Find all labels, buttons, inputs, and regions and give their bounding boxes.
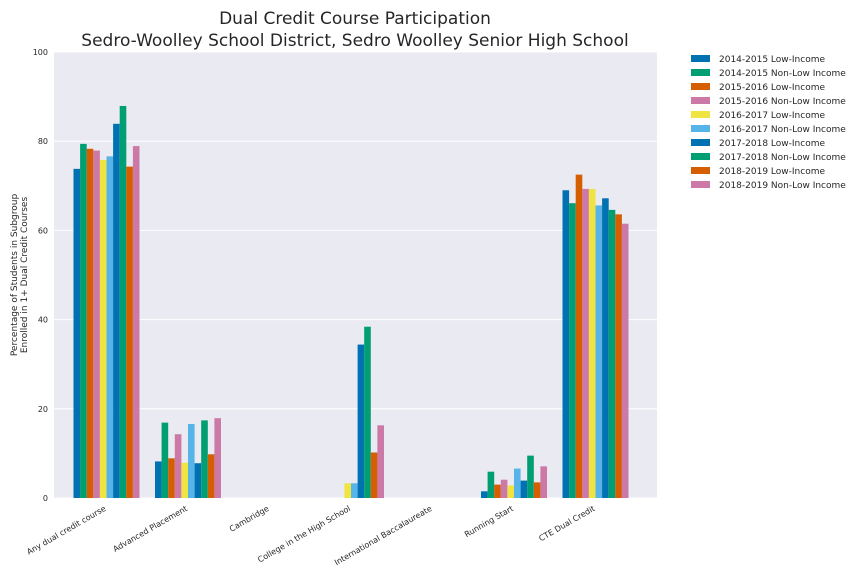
bar (500, 479, 508, 498)
bar (569, 203, 576, 498)
legend-entry: 2015-2016 Low-Income (719, 83, 825, 93)
bar (514, 468, 521, 498)
bar (507, 485, 514, 498)
bar (161, 422, 169, 498)
legend-swatch (691, 181, 710, 188)
bar (487, 471, 495, 498)
bar (344, 483, 351, 498)
bar (357, 344, 365, 498)
gridlines (54, 51, 657, 499)
bar (602, 198, 609, 498)
y-tick-label: 20 (38, 405, 48, 414)
bar (562, 190, 570, 498)
bar (181, 462, 188, 498)
legend-entry: 2018-2019 Low-Income (719, 167, 825, 177)
legend-swatch (691, 167, 710, 174)
bar (174, 434, 182, 498)
legend-swatch (691, 97, 710, 104)
bar (575, 174, 583, 498)
bar (80, 143, 87, 498)
chart-title-line-2: Sedro-Woolley School District, Sedro Woo… (81, 31, 628, 51)
bar (93, 150, 100, 499)
bar (126, 166, 133, 498)
bar (194, 463, 202, 498)
bar (188, 423, 195, 498)
bar (214, 418, 221, 498)
bar (364, 326, 371, 498)
y-tick-label: 60 (38, 226, 48, 235)
bar (588, 188, 596, 498)
legend-entry: 2016-2017 Non-Low Income (719, 125, 846, 135)
bar (113, 123, 120, 498)
x-tick-label: CTE Dual Credit (537, 504, 596, 543)
bar (351, 483, 358, 498)
bar (168, 458, 175, 498)
bar (132, 146, 140, 498)
legend-entry: 2017-2018 Non-Low Income (719, 153, 846, 163)
bar (377, 425, 384, 498)
bar (621, 223, 629, 498)
legend-swatch (691, 139, 710, 146)
legend-swatch (691, 153, 710, 160)
x-tick-label: College in the High School (256, 504, 352, 564)
chart-title-line-1: Dual Credit Course Participation (219, 9, 491, 29)
legend-entry: 2016-2017 Low-Income (719, 111, 825, 121)
bar (481, 491, 488, 498)
bar (99, 159, 107, 498)
bar (155, 461, 162, 498)
legend-swatch (691, 69, 710, 76)
bar (86, 148, 94, 499)
bar (370, 452, 378, 498)
bar (608, 209, 616, 498)
bar (106, 156, 114, 498)
plot-area (54, 52, 657, 498)
bar (595, 205, 603, 498)
legend-swatch (691, 83, 710, 90)
bar (582, 188, 589, 498)
bar (494, 484, 501, 498)
x-tick-label: Any dual credit course (25, 504, 107, 557)
y-axis-label-line-2: Enrolled in 1+ Dual Credit Courses (20, 197, 30, 354)
bar (615, 214, 622, 498)
bar (73, 168, 81, 499)
legend-swatch (691, 55, 710, 62)
x-tick-label: Running Start (463, 504, 515, 539)
y-axis-ticks: 0 20 40 60 80 100 (33, 48, 48, 503)
y-axis-label-line-1: Percentage of Students in Subgroup (10, 194, 20, 357)
bar (520, 480, 528, 498)
x-tick-label: Cambridge (228, 504, 271, 534)
bar (207, 454, 215, 498)
legend-swatch (691, 125, 710, 132)
legend-entry: 2018-2019 Non-Low Income (719, 181, 846, 191)
y-tick-label: 100 (33, 48, 48, 57)
legend-entry: 2014-2015 Low-Income (719, 55, 825, 65)
bar (540, 466, 547, 498)
bars (73, 105, 629, 499)
x-axis-ticks: Any dual credit course Advanced Placement… (25, 504, 596, 567)
legend-entry: 2014-2015 Non-Low Income (719, 69, 846, 79)
legend-entry: 2017-2018 Low-Income (719, 139, 825, 149)
y-tick-label: 0 (43, 494, 48, 503)
x-tick-label: Advanced Placement (112, 504, 189, 554)
legend-entry: 2015-2016 Non-Low Income (719, 97, 846, 107)
y-tick-label: 40 (38, 316, 48, 325)
legend: 2014-2015 Low-Income 2014-2015 Non-Low In… (691, 55, 846, 191)
bar (533, 482, 541, 498)
bar (201, 420, 208, 498)
bar (527, 455, 534, 498)
bar (119, 105, 127, 498)
y-tick-label: 80 (38, 137, 48, 146)
legend-swatch (691, 111, 710, 118)
